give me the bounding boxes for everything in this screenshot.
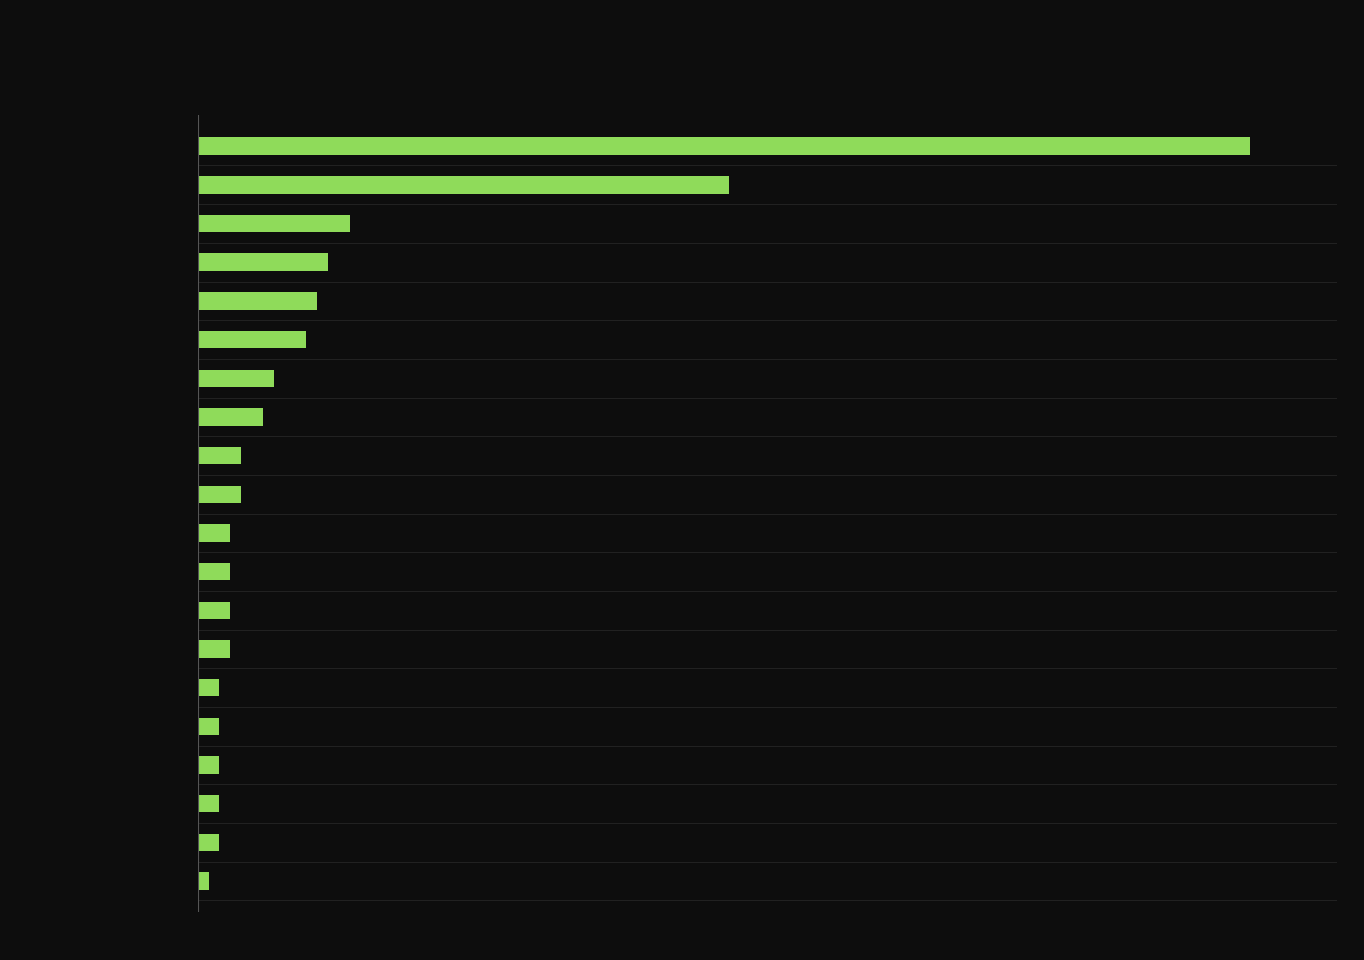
Bar [198, 718, 220, 735]
Bar [198, 176, 730, 194]
Bar [198, 602, 231, 619]
Bar [198, 446, 241, 465]
Bar [198, 640, 231, 658]
Bar [198, 253, 327, 271]
Bar [198, 563, 231, 581]
Bar [198, 331, 307, 348]
Bar [198, 370, 274, 387]
Bar [198, 408, 263, 425]
Bar [198, 679, 220, 696]
Bar [198, 292, 316, 309]
Bar [198, 795, 220, 812]
Bar [198, 873, 209, 890]
Bar [198, 833, 220, 852]
Bar [198, 756, 220, 774]
Bar [198, 215, 349, 232]
Bar [198, 524, 231, 541]
Bar [198, 137, 1249, 155]
Bar [198, 486, 241, 503]
